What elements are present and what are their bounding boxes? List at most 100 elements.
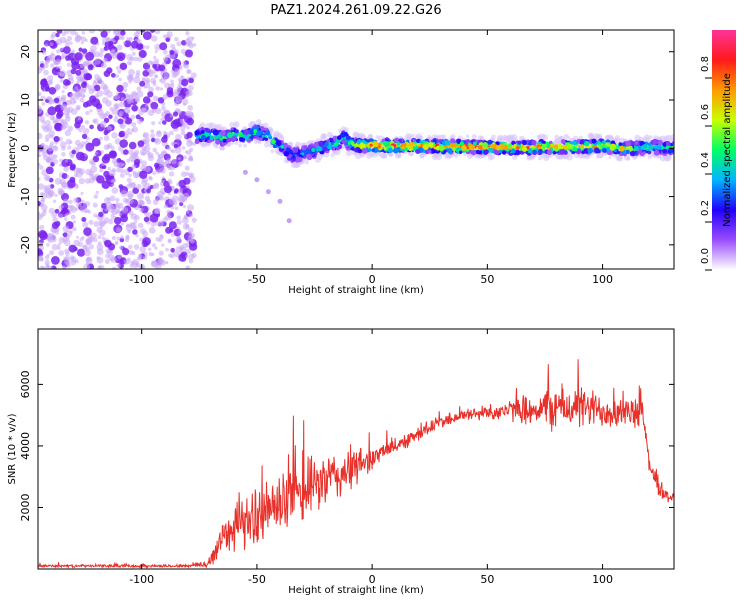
spectrogram-noise-cell <box>81 48 88 54</box>
spectrogram-noise-cell <box>79 97 85 103</box>
spectrogram-noise-cell <box>94 74 100 80</box>
spectrogram-halo-cell <box>491 134 496 140</box>
spectrogram-noise-cell <box>58 189 65 195</box>
spectrogram-noise-cell <box>127 166 133 172</box>
spectrogram-noise-cell <box>78 177 86 185</box>
spectrogram-noise-cell <box>166 158 171 163</box>
spectrogram-noise-cell <box>93 213 98 218</box>
spectrogram-noise-cell <box>134 158 141 166</box>
spectrogram-y-tick-label: -20 <box>19 236 32 254</box>
spectrogram-halo-cell <box>428 136 432 140</box>
spectrogram-noise-cell <box>104 259 110 264</box>
spectrogram-noise-cell <box>102 57 108 63</box>
spectrogram-noise-cell <box>103 70 111 77</box>
spectrogram-noise-cell <box>156 159 161 164</box>
spectrogram-signal-cell <box>377 145 381 149</box>
spectrogram-noise-cell <box>85 51 95 61</box>
spectrogram-noise-cell <box>69 164 76 171</box>
spectrogram-signal-cell <box>507 144 511 148</box>
spectrogram-noise-cell <box>138 49 147 59</box>
spectrogram-noise-cell <box>39 63 45 68</box>
spectrogram-signal-cell <box>558 146 561 150</box>
spectrogram-signal-cell <box>398 139 403 143</box>
spectrogram-signal-cell <box>482 142 489 148</box>
spectrogram-noise-cell <box>51 116 55 120</box>
spectrogram-noise-cell <box>119 173 125 178</box>
spectrogram-halo-cell <box>454 154 458 159</box>
snr-x-tick-label: -100 <box>129 573 154 586</box>
spectrogram-noise-cell <box>110 72 116 78</box>
spectrogram-noise-cell <box>91 161 96 167</box>
spectrogram-noise-cell <box>65 138 72 145</box>
spectrogram-signal-cell <box>416 142 421 147</box>
spectrogram-noise-cell <box>148 86 155 93</box>
spectrogram-noise-cell <box>117 209 121 214</box>
spectrogram-signal-cell <box>447 148 453 154</box>
spectrogram-noise-cell <box>185 38 191 44</box>
spectrogram-signal-cell <box>564 145 568 150</box>
spectrogram-signal-cell <box>625 149 630 155</box>
spectrogram-noise-cell <box>114 210 119 215</box>
spectrogram-noise-cell <box>190 239 195 244</box>
spectrogram-noise-cell <box>162 49 168 55</box>
spectrogram-signal-cell <box>573 147 578 152</box>
spectrogram-signal-cell <box>209 135 215 141</box>
spectrogram-noise-cell <box>81 133 88 140</box>
spectrogram-noise-cell <box>146 150 151 156</box>
spectrogram-noise-cell <box>150 30 156 33</box>
spectrogram-noise-cell <box>148 251 153 257</box>
spectrogram-noise-cell <box>116 158 122 163</box>
spectrogram-noise-cell <box>131 51 136 56</box>
spectrogram-noise-cell <box>189 213 194 218</box>
spectrogram-noise-cell <box>154 208 161 215</box>
spectrogram-halo-cell <box>442 134 446 139</box>
spectrogram-noise-cell <box>126 99 130 103</box>
spectrogram-halo-cell <box>432 153 437 158</box>
spectrogram-noise-cell <box>146 188 151 194</box>
spectrogram-signal-cell <box>271 139 276 144</box>
spectrogram-halo-cell <box>588 134 593 139</box>
spectrogram-signal-cell <box>519 147 523 151</box>
spectrogram-noise-cell <box>38 256 44 262</box>
spectrogram-noise-cell <box>60 103 67 111</box>
spectrogram-signal-cell <box>580 144 585 149</box>
spectrogram-noise-cell <box>115 240 119 244</box>
spectrogram-signal-cell <box>618 142 623 146</box>
spectrogram-noise-cell <box>126 60 132 66</box>
spectrogram-signal-cell <box>239 137 244 142</box>
spectrogram-noise-cell <box>58 213 64 219</box>
spectrogram-noise-cell <box>175 236 182 244</box>
spectrogram-noise-cell <box>67 36 73 41</box>
spectrogram-noise-cell <box>64 30 70 35</box>
spectrogram-x-tick-label: 50 <box>480 273 494 286</box>
spectrogram-y-tick-label: 10 <box>19 93 32 107</box>
spectrogram-noise-cell <box>111 235 116 241</box>
spectrogram-noise-cell <box>106 126 112 131</box>
spectrogram-noise-cell <box>105 100 112 107</box>
spectrogram-noise-cell <box>117 202 124 209</box>
spectrogram-noise-cell <box>80 124 85 130</box>
spectrogram-signal-cell <box>324 141 329 147</box>
spectrogram-noise-cell <box>154 30 161 35</box>
spectrogram-noise-cell <box>176 41 182 47</box>
spectrogram-noise-cell <box>74 34 82 42</box>
spectrogram-noise-cell <box>171 158 177 165</box>
spectrogram-noise-cell <box>142 133 148 138</box>
spectrogram-noise-cell <box>87 210 91 214</box>
spectrogram-noise-cell <box>79 205 87 213</box>
spectrogram-noise-cell <box>130 128 135 132</box>
spectrogram-signal-cell <box>609 145 616 151</box>
spectrogram-noise-cell <box>44 59 50 65</box>
spectrogram-noise-cell <box>70 68 77 75</box>
spectrogram-noise-cell <box>115 66 120 70</box>
spectrogram-noise-cell <box>188 253 195 260</box>
spectrogram-noise-cell <box>124 130 130 136</box>
spectrogram-noise-cell <box>80 82 87 88</box>
spectrogram-noise-cell <box>88 244 94 250</box>
spectrogram-noise-cell <box>184 63 189 69</box>
spectrogram-noise-cell <box>82 221 89 228</box>
spectrogram-noise-cell <box>191 217 197 223</box>
spectrogram-halo-cell <box>465 134 470 138</box>
spectrogram-noise-cell <box>130 40 139 49</box>
spectrogram-noise-cell <box>178 80 182 84</box>
